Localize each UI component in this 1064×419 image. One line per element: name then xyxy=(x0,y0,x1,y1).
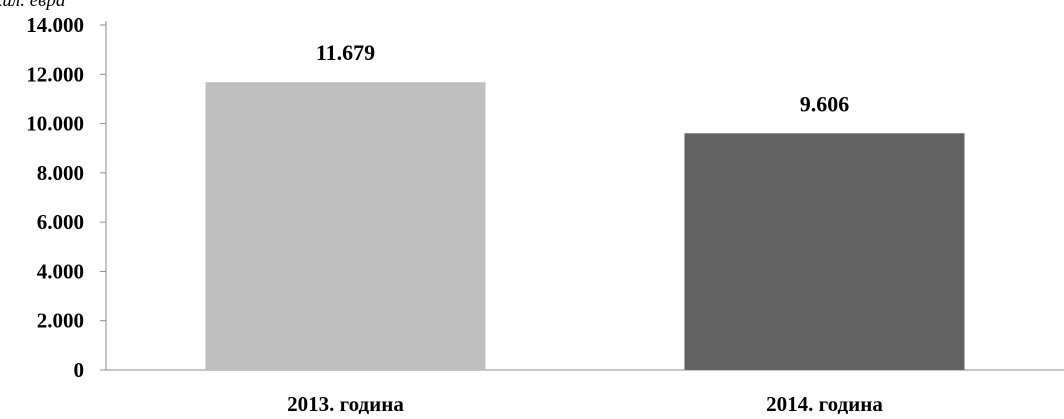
chart-bars xyxy=(205,82,965,370)
y-tick-label: 10.000 xyxy=(26,112,84,136)
data-label: 9.606 xyxy=(800,91,850,116)
y-tick-label: 4.000 xyxy=(37,259,84,283)
bar xyxy=(684,133,965,370)
y-axis-unit-label: хил. евра xyxy=(0,0,66,11)
y-tick-label: 2.000 xyxy=(37,309,84,333)
y-tick-label: 14.000 xyxy=(26,13,84,37)
x-tick-label: 2014. година xyxy=(766,392,883,414)
y-tick-label: 8.000 xyxy=(37,161,84,185)
y-tick-label: 0 xyxy=(74,358,85,382)
chart-labels: 11.679 2013. година 9.606 2014. година xyxy=(287,40,883,416)
x-tick-label: 2013. година xyxy=(287,392,404,414)
y-tick-label: 6.000 xyxy=(37,210,84,234)
chart-axes: 0 2.000 4.000 6.000 8.000 10.000 12.000 14.000 xyxy=(26,13,1064,382)
bar xyxy=(205,82,486,370)
y-tick-label: 12.000 xyxy=(26,62,84,86)
data-label: 11.679 xyxy=(316,40,375,65)
